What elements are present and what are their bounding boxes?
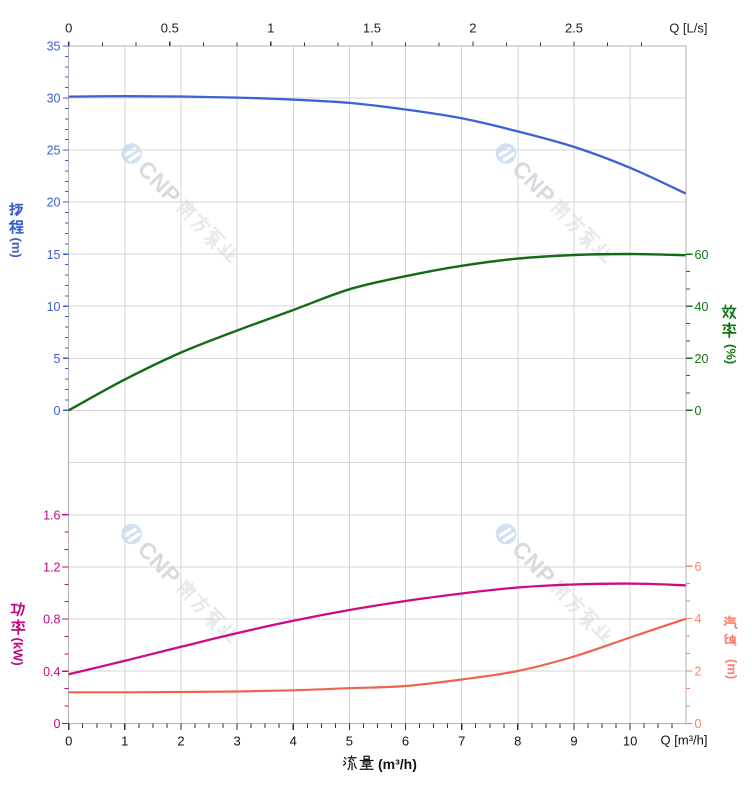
svg-text:(%): (%) (724, 344, 739, 364)
svg-text:30: 30 (47, 92, 61, 106)
svg-text:10: 10 (623, 734, 637, 749)
svg-text:1: 1 (121, 734, 128, 749)
svg-text:4: 4 (695, 612, 702, 626)
svg-text:0: 0 (54, 717, 61, 731)
svg-text:(m): (m) (9, 238, 24, 258)
svg-text:5: 5 (54, 352, 61, 366)
svg-text:0: 0 (54, 404, 61, 418)
svg-text:35: 35 (47, 40, 61, 54)
svg-text:15: 15 (47, 248, 61, 262)
svg-text:(m): (m) (725, 659, 740, 679)
svg-text:60: 60 (695, 248, 709, 262)
svg-text:0: 0 (695, 404, 702, 418)
svg-text:0.4: 0.4 (43, 665, 60, 679)
svg-text:40: 40 (695, 300, 709, 314)
svg-text:3: 3 (233, 734, 240, 749)
svg-text:1.6: 1.6 (43, 508, 60, 522)
svg-text:2: 2 (695, 665, 702, 679)
svg-text:2.5: 2.5 (565, 21, 583, 36)
svg-text:1: 1 (267, 21, 274, 36)
svg-text:0: 0 (695, 717, 702, 731)
svg-text:5: 5 (346, 734, 353, 749)
svg-text:8: 8 (514, 734, 521, 749)
svg-text:2: 2 (177, 734, 184, 749)
svg-text:25: 25 (47, 144, 61, 158)
svg-text:(m³/h): (m³/h) (378, 756, 417, 772)
svg-text:4: 4 (290, 734, 297, 749)
svg-text:6: 6 (695, 560, 702, 574)
svg-text:20: 20 (47, 196, 61, 210)
svg-text:0: 0 (65, 734, 72, 749)
svg-text:Q [L/s]: Q [L/s] (669, 21, 707, 36)
svg-text:7: 7 (458, 734, 465, 749)
svg-text:Q [m³/h]: Q [m³/h] (661, 733, 708, 748)
svg-text:10: 10 (47, 300, 61, 314)
svg-text:0: 0 (65, 21, 72, 36)
svg-text:0.8: 0.8 (43, 613, 60, 627)
svg-text:1.5: 1.5 (363, 21, 381, 36)
svg-text:9: 9 (570, 734, 577, 749)
svg-text:6: 6 (402, 734, 409, 749)
svg-text:0.5: 0.5 (161, 21, 179, 36)
svg-text:2: 2 (469, 21, 476, 36)
svg-text:(kW): (kW) (11, 638, 26, 666)
svg-text:1.2: 1.2 (43, 561, 60, 575)
svg-text:20: 20 (695, 352, 709, 366)
